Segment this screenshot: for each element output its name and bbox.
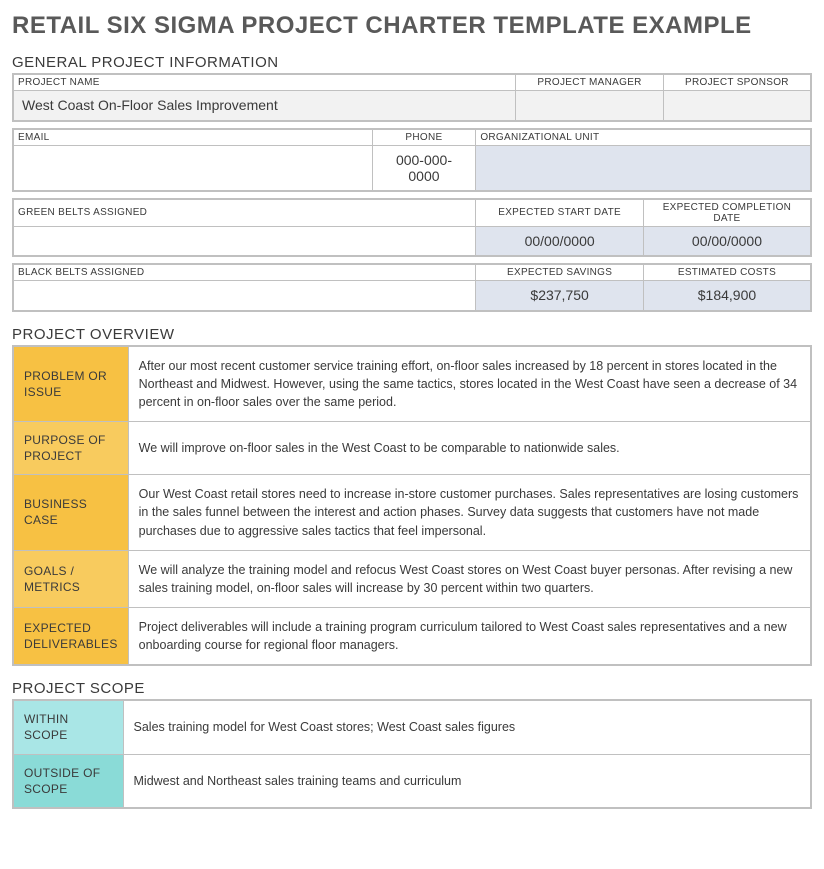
val-project-name: West Coast On-Floor Sales Improvement [13, 91, 516, 121]
label-within-scope: WITHIN SCOPE [13, 700, 123, 754]
section-overview: PROJECT OVERVIEW [12, 326, 812, 343]
val-savings: $237,750 [476, 281, 644, 311]
val-phone: 000-000-0000 [372, 145, 476, 191]
section-general: GENERAL PROJECT INFORMATION [12, 54, 812, 71]
label-deliverables: EXPECTED DELIVERABLES [13, 607, 128, 665]
info-row-black: BLACK BELTS ASSIGNED EXPECTED SAVINGS ES… [12, 263, 812, 312]
hdr-savings: EXPECTED SAVINGS [476, 264, 644, 281]
overview-table: PROBLEM OR ISSUE After our most recent c… [12, 345, 812, 667]
overview-row-deliverables: EXPECTED DELIVERABLES Project deliverabl… [13, 607, 811, 665]
scope-row-outside: OUTSIDE OF SCOPE Midwest and Northeast s… [13, 754, 811, 808]
val-org-unit [476, 145, 811, 191]
text-outside-scope: Midwest and Northeast sales training tea… [123, 754, 811, 808]
label-outside-scope: OUTSIDE OF SCOPE [13, 754, 123, 808]
val-email [13, 145, 372, 191]
overview-row-problem: PROBLEM OR ISSUE After our most recent c… [13, 346, 811, 422]
info-row-project: PROJECT NAME PROJECT MANAGER PROJECT SPO… [12, 73, 812, 122]
scope-row-within: WITHIN SCOPE Sales training model for We… [13, 700, 811, 754]
val-costs: $184,900 [643, 281, 811, 311]
hdr-project-name: PROJECT NAME [13, 74, 516, 91]
val-start-date: 00/00/0000 [476, 226, 644, 256]
val-project-manager [516, 91, 664, 121]
val-project-sponsor [663, 91, 811, 121]
hdr-phone: PHONE [372, 129, 476, 146]
scope-table: WITHIN SCOPE Sales training model for We… [12, 699, 812, 809]
hdr-black-belts: BLACK BELTS ASSIGNED [13, 264, 476, 281]
info-row-green: GREEN BELTS ASSIGNED EXPECTED START DATE… [12, 198, 812, 258]
text-goals: We will analyze the training model and r… [128, 550, 811, 607]
section-scope: PROJECT SCOPE [12, 680, 812, 697]
overview-row-business: BUSINESS CASE Our West Coast retail stor… [13, 475, 811, 550]
hdr-project-manager: PROJECT MANAGER [516, 74, 664, 91]
label-business: BUSINESS CASE [13, 475, 128, 550]
hdr-end-date: EXPECTED COMPLETION DATE [643, 199, 811, 227]
label-problem: PROBLEM OR ISSUE [13, 346, 128, 422]
label-goals: GOALS / METRICS [13, 550, 128, 607]
text-business: Our West Coast retail stores need to inc… [128, 475, 811, 550]
overview-row-purpose: PURPOSE OF PROJECT We will improve on-fl… [13, 421, 811, 474]
hdr-costs: ESTIMATED COSTS [643, 264, 811, 281]
text-purpose: We will improve on-floor sales in the We… [128, 421, 811, 474]
page-title: RETAIL SIX SIGMA PROJECT CHARTER TEMPLAT… [12, 12, 812, 40]
hdr-start-date: EXPECTED START DATE [476, 199, 644, 227]
hdr-org-unit: ORGANIZATIONAL UNIT [476, 129, 811, 146]
hdr-project-sponsor: PROJECT SPONSOR [663, 74, 811, 91]
text-within-scope: Sales training model for West Coast stor… [123, 700, 811, 754]
hdr-email: EMAIL [13, 129, 372, 146]
text-deliverables: Project deliverables will include a trai… [128, 607, 811, 665]
val-green-belts [13, 226, 476, 256]
overview-row-goals: GOALS / METRICS We will analyze the trai… [13, 550, 811, 607]
text-problem: After our most recent customer service t… [128, 346, 811, 422]
val-black-belts [13, 281, 476, 311]
info-row-contact: EMAIL PHONE ORGANIZATIONAL UNIT 000-000-… [12, 128, 812, 192]
val-end-date: 00/00/0000 [643, 226, 811, 256]
label-purpose: PURPOSE OF PROJECT [13, 421, 128, 474]
hdr-green-belts: GREEN BELTS ASSIGNED [13, 199, 476, 227]
